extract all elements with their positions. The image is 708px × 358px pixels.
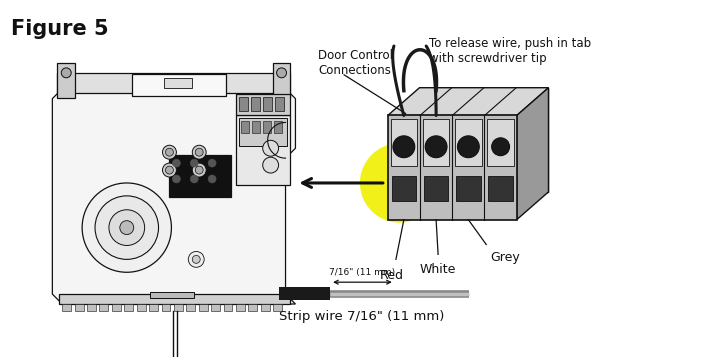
Circle shape bbox=[426, 136, 447, 158]
Bar bbox=[423, 120, 450, 166]
Bar bbox=[149, 304, 158, 311]
Bar bbox=[59, 294, 290, 304]
Circle shape bbox=[109, 210, 144, 246]
Bar bbox=[251, 97, 260, 111]
Polygon shape bbox=[388, 88, 549, 116]
Polygon shape bbox=[517, 88, 549, 220]
Bar bbox=[236, 116, 290, 185]
Circle shape bbox=[277, 68, 287, 78]
Circle shape bbox=[263, 140, 278, 156]
Circle shape bbox=[166, 148, 173, 156]
Bar bbox=[211, 304, 220, 311]
Bar bbox=[273, 121, 282, 134]
Bar bbox=[57, 73, 290, 93]
Circle shape bbox=[82, 183, 171, 272]
Bar bbox=[236, 94, 290, 116]
Bar bbox=[391, 120, 417, 166]
Circle shape bbox=[393, 136, 415, 158]
Bar bbox=[186, 304, 195, 311]
Circle shape bbox=[163, 163, 176, 177]
Circle shape bbox=[188, 251, 204, 267]
Circle shape bbox=[173, 159, 181, 167]
Bar bbox=[278, 287, 330, 300]
Circle shape bbox=[193, 145, 206, 159]
Text: 7/16" (11 mm): 7/16" (11 mm) bbox=[329, 268, 396, 277]
Bar bbox=[273, 63, 290, 98]
Polygon shape bbox=[419, 88, 549, 192]
Bar bbox=[263, 121, 270, 134]
Bar bbox=[74, 304, 84, 311]
Bar bbox=[263, 97, 272, 111]
Bar bbox=[424, 176, 448, 201]
Text: Figure 5: Figure 5 bbox=[11, 19, 108, 39]
Bar bbox=[241, 121, 249, 134]
Bar bbox=[199, 304, 207, 311]
Circle shape bbox=[208, 159, 216, 167]
Bar bbox=[87, 304, 96, 311]
Circle shape bbox=[173, 175, 181, 183]
Bar bbox=[239, 97, 248, 111]
Bar bbox=[392, 176, 416, 201]
Circle shape bbox=[193, 163, 206, 177]
Circle shape bbox=[95, 196, 159, 260]
Circle shape bbox=[190, 159, 198, 167]
Bar bbox=[388, 116, 517, 220]
Circle shape bbox=[193, 255, 200, 263]
Bar bbox=[169, 155, 231, 197]
Bar bbox=[252, 121, 260, 134]
Text: Door Control
Connections: Door Control Connections bbox=[319, 49, 393, 77]
Bar bbox=[224, 304, 232, 311]
Bar bbox=[100, 304, 108, 311]
Text: Strip wire 7/16" (11 mm): Strip wire 7/16" (11 mm) bbox=[278, 310, 444, 323]
Circle shape bbox=[263, 157, 278, 173]
Text: White: White bbox=[420, 263, 456, 276]
Circle shape bbox=[190, 175, 198, 183]
Bar bbox=[239, 118, 287, 146]
Bar bbox=[273, 304, 282, 311]
Bar bbox=[164, 78, 193, 88]
Circle shape bbox=[457, 136, 479, 158]
Bar bbox=[487, 120, 514, 166]
Bar bbox=[236, 304, 245, 311]
Bar bbox=[174, 304, 183, 311]
Circle shape bbox=[166, 166, 173, 174]
Bar bbox=[161, 304, 171, 311]
Bar bbox=[455, 120, 481, 166]
Bar bbox=[57, 63, 75, 98]
Polygon shape bbox=[52, 89, 295, 304]
Circle shape bbox=[195, 148, 203, 156]
Circle shape bbox=[62, 68, 72, 78]
Bar bbox=[62, 304, 72, 311]
Circle shape bbox=[120, 221, 134, 234]
Circle shape bbox=[208, 175, 216, 183]
Bar bbox=[125, 304, 133, 311]
Text: To release wire, push in tab
with screwdriver tip: To release wire, push in tab with screwd… bbox=[430, 37, 592, 65]
Circle shape bbox=[360, 143, 440, 223]
Bar bbox=[149, 292, 194, 298]
Bar bbox=[132, 74, 226, 96]
Circle shape bbox=[163, 145, 176, 159]
Bar bbox=[489, 176, 513, 201]
Bar bbox=[261, 304, 270, 311]
Circle shape bbox=[491, 138, 510, 156]
Text: Grey: Grey bbox=[490, 251, 520, 265]
Bar bbox=[456, 176, 481, 201]
Bar bbox=[137, 304, 146, 311]
Text: Red: Red bbox=[380, 269, 404, 282]
Bar bbox=[275, 97, 283, 111]
Bar bbox=[112, 304, 121, 311]
Bar bbox=[249, 304, 257, 311]
Circle shape bbox=[195, 166, 203, 174]
